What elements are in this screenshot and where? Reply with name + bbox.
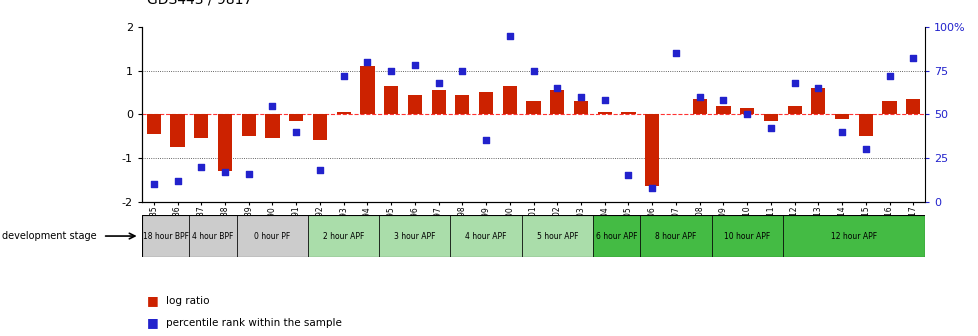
Text: GDS443 / 9817: GDS443 / 9817 bbox=[147, 0, 252, 7]
Point bbox=[857, 146, 872, 152]
Bar bbox=[526, 101, 540, 114]
Point bbox=[572, 94, 588, 99]
Bar bbox=[645, 114, 658, 186]
Bar bbox=[881, 101, 896, 114]
Bar bbox=[450, 215, 521, 257]
Point bbox=[620, 173, 636, 178]
Text: 2 hour APF: 2 hour APF bbox=[323, 232, 364, 241]
Text: percentile rank within the sample: percentile rank within the sample bbox=[166, 318, 342, 328]
Bar bbox=[858, 114, 872, 136]
Text: ■: ■ bbox=[147, 294, 158, 307]
Point bbox=[217, 169, 233, 175]
Bar bbox=[640, 215, 711, 257]
Bar bbox=[834, 114, 848, 119]
Point bbox=[241, 171, 256, 176]
Bar bbox=[593, 215, 640, 257]
Point bbox=[335, 73, 351, 79]
Point bbox=[359, 59, 375, 65]
Point bbox=[407, 62, 422, 68]
Bar bbox=[597, 112, 611, 114]
Bar bbox=[739, 108, 753, 114]
Point bbox=[810, 85, 825, 91]
Text: 6 hour APF: 6 hour APF bbox=[596, 232, 637, 241]
Point bbox=[146, 181, 161, 187]
Point bbox=[430, 80, 446, 85]
Text: ■: ■ bbox=[147, 316, 158, 329]
Bar bbox=[313, 114, 327, 140]
Point bbox=[644, 185, 659, 190]
Point bbox=[667, 50, 683, 56]
Text: 12 hour APF: 12 hour APF bbox=[830, 232, 876, 241]
Bar bbox=[308, 215, 378, 257]
Bar bbox=[218, 114, 232, 171]
Bar bbox=[786, 106, 801, 114]
Bar bbox=[431, 90, 445, 114]
Point bbox=[264, 103, 280, 108]
Text: 10 hour APF: 10 hour APF bbox=[724, 232, 770, 241]
Bar bbox=[194, 114, 208, 138]
Text: 8 hour APF: 8 hour APF bbox=[654, 232, 696, 241]
Bar bbox=[189, 215, 237, 257]
Text: 0 hour PF: 0 hour PF bbox=[254, 232, 290, 241]
Point bbox=[169, 178, 185, 183]
Bar bbox=[691, 99, 706, 114]
Text: 4 hour APF: 4 hour APF bbox=[465, 232, 507, 241]
Bar bbox=[906, 99, 919, 114]
Bar bbox=[142, 215, 189, 257]
Text: 5 hour APF: 5 hour APF bbox=[536, 232, 577, 241]
Text: log ratio: log ratio bbox=[166, 296, 209, 306]
Point bbox=[597, 97, 612, 103]
Bar bbox=[711, 215, 782, 257]
Bar bbox=[336, 112, 350, 114]
Point bbox=[691, 94, 707, 99]
Point bbox=[833, 129, 849, 134]
Bar bbox=[383, 86, 398, 114]
Bar bbox=[455, 95, 469, 114]
Point bbox=[502, 33, 517, 38]
Point bbox=[881, 73, 897, 79]
Bar bbox=[289, 114, 303, 121]
Bar bbox=[237, 215, 308, 257]
Bar bbox=[573, 101, 588, 114]
Bar bbox=[147, 114, 160, 134]
Bar bbox=[478, 92, 493, 114]
Bar bbox=[550, 90, 564, 114]
Point bbox=[454, 68, 469, 73]
Bar bbox=[408, 95, 422, 114]
Point bbox=[289, 129, 304, 134]
Point bbox=[738, 112, 754, 117]
Bar bbox=[378, 215, 450, 257]
Bar bbox=[360, 66, 375, 114]
Text: 3 hour APF: 3 hour APF bbox=[394, 232, 435, 241]
Point bbox=[905, 56, 920, 61]
Point bbox=[762, 126, 778, 131]
Point bbox=[715, 97, 731, 103]
Point bbox=[312, 167, 328, 173]
Text: 4 hour BPF: 4 hour BPF bbox=[193, 232, 234, 241]
Bar bbox=[811, 88, 824, 114]
Point bbox=[383, 68, 399, 73]
Bar bbox=[502, 86, 516, 114]
Bar bbox=[782, 215, 924, 257]
Bar bbox=[621, 112, 635, 114]
Bar bbox=[265, 114, 280, 138]
Point bbox=[525, 68, 541, 73]
Point bbox=[194, 164, 209, 169]
Bar bbox=[242, 114, 255, 136]
Point bbox=[549, 85, 564, 91]
Text: 18 hour BPF: 18 hour BPF bbox=[143, 232, 189, 241]
Bar bbox=[716, 106, 730, 114]
Bar bbox=[763, 114, 778, 121]
Text: development stage: development stage bbox=[2, 231, 97, 241]
Bar bbox=[170, 114, 185, 147]
Point bbox=[478, 138, 494, 143]
Point bbox=[786, 80, 802, 85]
Bar bbox=[521, 215, 593, 257]
